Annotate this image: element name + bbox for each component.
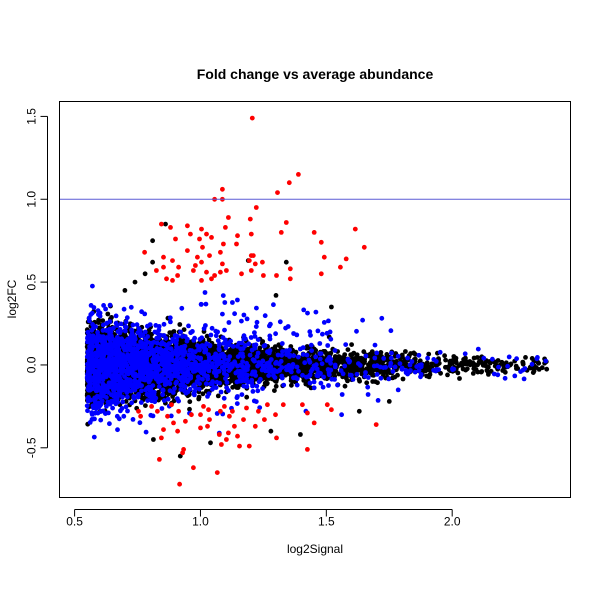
black-point <box>289 382 294 388</box>
black-point <box>348 352 354 358</box>
black-point <box>181 327 187 332</box>
black-point <box>170 394 176 399</box>
black-point <box>200 391 206 397</box>
black-point <box>403 349 408 354</box>
x-axis-label: log2Signal <box>287 542 343 556</box>
black-point <box>457 376 462 381</box>
black-point <box>459 360 464 366</box>
black-point <box>411 350 417 356</box>
black-point <box>123 333 128 339</box>
points-layer <box>84 115 550 487</box>
black-point <box>244 394 250 400</box>
black-point <box>322 349 328 354</box>
black-point <box>206 337 212 343</box>
black-point <box>177 322 183 327</box>
black-point <box>471 366 477 372</box>
black-point <box>264 380 270 386</box>
black-point <box>196 394 202 400</box>
black-point <box>180 339 186 345</box>
black-point <box>187 406 192 412</box>
chart-title: Fold change vs average abundance <box>197 66 434 82</box>
black-point <box>230 384 236 390</box>
y-axis-label: log2FC <box>5 279 19 318</box>
black-point <box>215 393 221 399</box>
black-point <box>442 353 447 359</box>
black-point <box>345 347 351 352</box>
black-point <box>204 333 210 339</box>
black-point <box>272 388 277 393</box>
black-point <box>487 360 493 366</box>
black-point <box>422 368 428 374</box>
black-point <box>445 372 450 378</box>
black-point <box>455 370 461 376</box>
black-point <box>451 354 457 359</box>
black-point <box>523 355 528 360</box>
black-point <box>475 355 480 360</box>
black-point <box>349 342 354 347</box>
black-point <box>443 357 448 363</box>
black-point <box>100 318 106 323</box>
black-point <box>495 358 501 363</box>
black-point <box>366 353 372 359</box>
black-point <box>426 351 432 357</box>
black-point <box>345 378 350 384</box>
black-point <box>475 369 481 375</box>
black-point <box>273 383 279 389</box>
black-point <box>143 403 148 408</box>
